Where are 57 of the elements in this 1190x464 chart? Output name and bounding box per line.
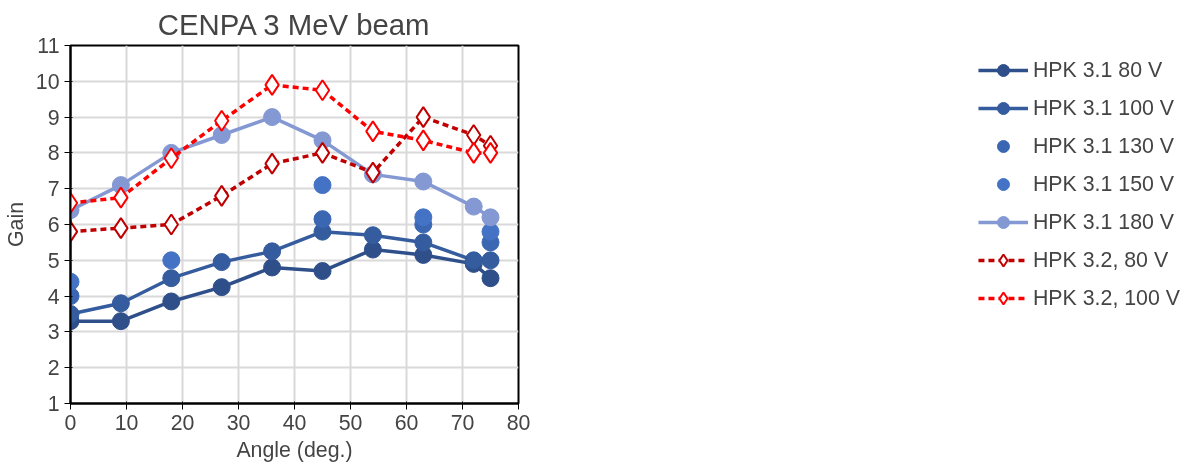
point	[162, 269, 181, 288]
point	[314, 141, 331, 164]
legend-label: HPK 3.1 100 V	[1032, 95, 1175, 121]
point	[111, 312, 130, 331]
y-tick-label: 10	[35, 69, 60, 94]
x-tick-label: 20	[170, 410, 195, 435]
y-tick-label: 1	[47, 392, 60, 416]
point	[313, 262, 332, 281]
y-tick-label: 9	[47, 105, 60, 130]
y-tick-label: 7	[47, 177, 60, 202]
point	[481, 269, 500, 288]
point	[263, 258, 282, 277]
x-tick-label: 80	[506, 410, 531, 435]
x-tick-label: 0	[64, 410, 77, 435]
y-tick-label: 2	[47, 356, 60, 381]
legend-label: HPK 3.1 130 V	[1032, 133, 1175, 159]
y-tick-label: 4	[47, 284, 60, 309]
legend-label: HPK 3.1 180 V	[1032, 209, 1175, 235]
point	[414, 233, 433, 252]
x-tick-label: 60	[394, 410, 419, 435]
x-tick-label: 50	[338, 410, 363, 435]
x-tick-label: 10	[114, 410, 139, 435]
point	[162, 292, 181, 311]
y-tick-label: 8	[47, 141, 60, 166]
point	[482, 141, 499, 164]
x-axis-title: Angle (deg.)	[236, 437, 353, 462]
point	[481, 251, 500, 270]
point	[414, 208, 433, 227]
y-tick-label: 11	[37, 34, 60, 58]
point	[212, 278, 231, 297]
y-axis-title: Gain	[3, 201, 28, 248]
point	[466, 124, 482, 146]
point	[464, 197, 483, 216]
point	[314, 79, 331, 102]
y-tick-label: 6	[47, 213, 60, 237]
x-tick-label: 40	[282, 410, 307, 435]
point	[313, 176, 332, 195]
x-tick-label: 70	[450, 410, 475, 435]
point	[212, 253, 231, 272]
legend-label: HPK 3.2, 80 V	[1032, 247, 1169, 273]
point	[363, 240, 382, 259]
point	[111, 294, 130, 313]
legend-label: HPK 3.1 80 V	[1032, 57, 1163, 83]
legend-label: HPK 3.2, 100 V	[1032, 285, 1180, 311]
point	[212, 126, 231, 144]
chart-title: CENPA 3 MeV beam	[157, 7, 430, 41]
point	[414, 172, 433, 191]
y-tick-label: 3	[47, 320, 60, 345]
point	[363, 226, 382, 245]
x-tick-label: 30	[226, 410, 251, 435]
point	[162, 251, 181, 270]
point	[263, 108, 282, 127]
point	[263, 242, 282, 261]
point	[481, 208, 500, 227]
point	[313, 210, 332, 229]
legend-label: HPK 3.1 150 V	[1032, 171, 1175, 197]
y-tick-label: 5	[47, 248, 60, 273]
